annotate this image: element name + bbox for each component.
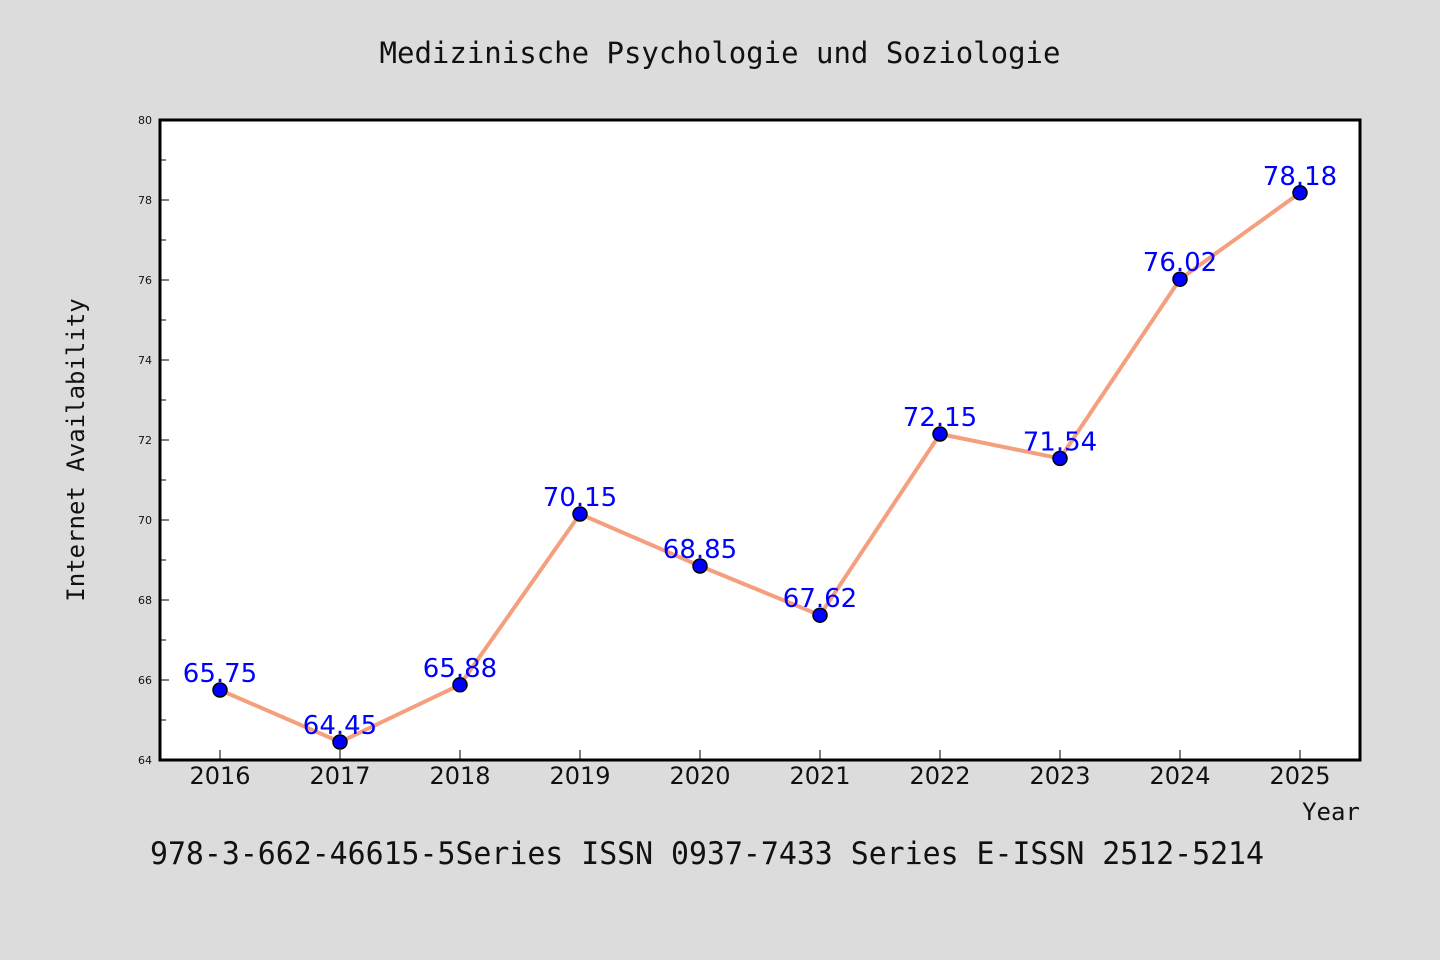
data-point (212, 682, 228, 698)
y-axis-title: Internet Availability (62, 298, 90, 601)
x-tick-label: 2019 (549, 762, 610, 790)
x-tick-label: 2024 (1149, 762, 1210, 790)
series-layer (212, 185, 1308, 750)
footer-note: 978-3-662-46615-5Series ISSN 0937-7433 S… (150, 836, 1264, 872)
data-label: 65.88 (423, 654, 497, 684)
y-axis: 64 66 68 70 72 74 76 78 80 (138, 114, 169, 767)
series-line (218, 190, 1302, 744)
y-tick-label: 80 (138, 114, 152, 127)
data-label-layer: 65.75 64.45 65.88 70.15 68.85 67.62 72.15 71.54… (183, 162, 1337, 741)
data-label: 76.02 (1143, 248, 1217, 278)
y-tick-label: 70 (138, 514, 152, 527)
data-label: 64.45 (303, 711, 377, 741)
chart-title: Medizinische Psychologie und Soziologie (380, 36, 1061, 70)
y-tick-label: 66 (138, 674, 152, 687)
data-label: 72.15 (903, 403, 977, 433)
x-tick-label: 2022 (909, 762, 970, 790)
x-axis-title: Year (1302, 798, 1360, 826)
y-tick-label: 74 (138, 354, 152, 367)
data-label: 68.85 (663, 535, 737, 565)
x-tick-label: 2023 (1029, 762, 1090, 790)
x-tick-label: 2025 (1269, 762, 1330, 790)
x-tick-label: 2018 (429, 762, 490, 790)
x-tick-label: 2021 (789, 762, 850, 790)
y-tick-label: 64 (138, 754, 152, 767)
data-point (932, 426, 948, 442)
x-tick-label: 2020 (669, 762, 730, 790)
plot-area (158, 118, 1362, 762)
x-tick-label: 2017 (309, 762, 370, 790)
data-point (692, 558, 708, 574)
data-point (1172, 271, 1188, 287)
data-label: 67.62 (783, 584, 857, 614)
data-label: 70.15 (543, 483, 617, 513)
y-tick-label: 78 (138, 194, 152, 207)
data-point (812, 607, 828, 623)
data-point (572, 506, 588, 522)
y-tick-label: 76 (138, 274, 152, 287)
y-tick-label: 72 (138, 434, 152, 447)
data-point (1292, 185, 1308, 201)
data-label: 65.75 (183, 659, 257, 689)
data-point (452, 677, 468, 693)
x-tick-label: 2016 (189, 762, 250, 790)
data-point (1052, 450, 1068, 467)
data-point (332, 734, 348, 750)
x-axis: 2016 2017 2018 2019 2020 2021 2022 2023 2024 2025 (189, 750, 1331, 790)
data-label: 78.18 (1263, 162, 1337, 192)
data-label: 71.54 (1023, 427, 1097, 457)
y-tick-label: 68 (138, 594, 152, 607)
